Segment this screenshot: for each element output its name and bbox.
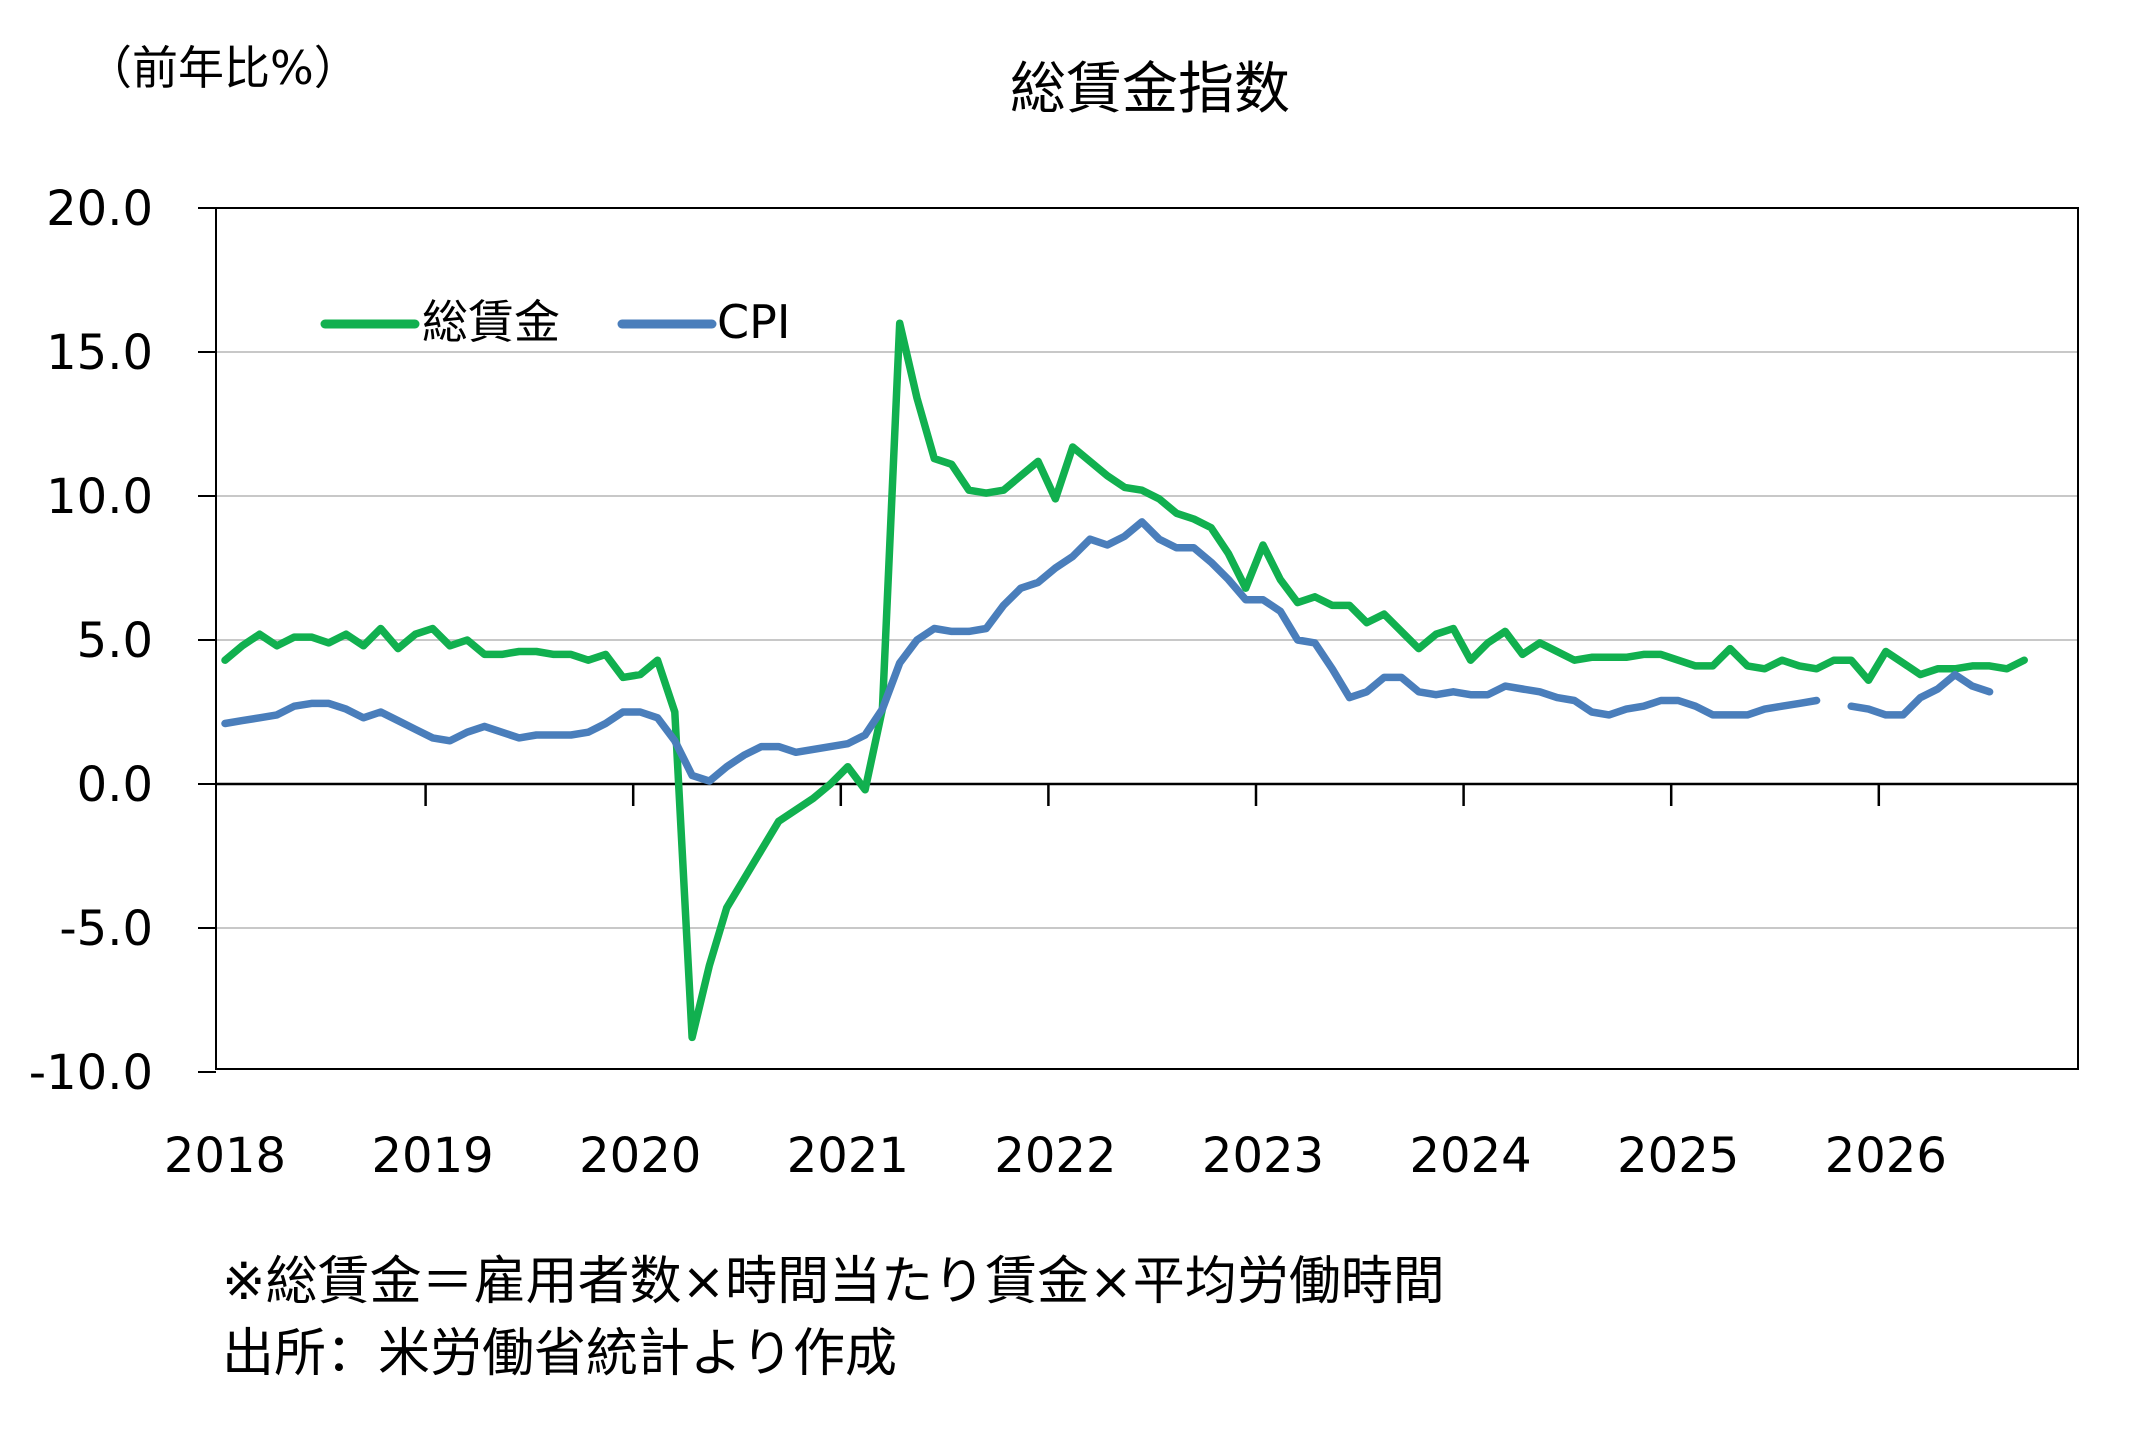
y-tick-label: 5.0	[77, 613, 153, 669]
gridlines	[216, 351, 2078, 929]
x-tick-label: 2019	[372, 1128, 494, 1184]
y-tick-label: -5.0	[59, 901, 153, 957]
x-tick-label: 2026	[1825, 1128, 1947, 1184]
x-tick-label: 2024	[1410, 1128, 1532, 1184]
x-tick-label: 2023	[1202, 1128, 1324, 1184]
footnote-source: 出所：米労働省統計より作成	[222, 1324, 897, 1384]
legend: 総賃金 CPI	[320, 295, 790, 349]
series-line-wage	[221, 319, 2028, 1042]
series-line-cpi	[221, 518, 1994, 785]
x-tick-label: 2022	[994, 1128, 1116, 1184]
x-tick-label: 2021	[787, 1128, 909, 1184]
x-tick-label: 2025	[1617, 1128, 1739, 1184]
y-axis-unit: （前年比%）	[86, 41, 360, 95]
y-tick-label: 0.0	[77, 757, 153, 813]
y-tick-label: 15.0	[46, 325, 153, 381]
series-lines	[221, 319, 2028, 1042]
legend-label-wage: 総賃金	[422, 295, 560, 349]
y-tick-labels: 20.0 15.0 10.0 5.0 0.0 -5.0 -10.0	[29, 181, 216, 1101]
legend-label-cpi: CPI	[717, 295, 790, 349]
y-tick-label: 20.0	[46, 181, 153, 237]
chart-title: 総賃金指数	[1010, 57, 1290, 122]
y-tick-label: 10.0	[46, 469, 153, 525]
footnote-definition: ※総賃金＝雇用者数×時間当たり賃金×平均労働時間	[222, 1252, 1445, 1312]
x-tick-label: 2018	[164, 1128, 286, 1184]
plot-area-frame	[215, 207, 2079, 1070]
x-tick-labels: 2018 2019 2020 2021 2022 2023 2024 2025 2026	[164, 784, 1947, 1184]
y-tick-label: -10.0	[29, 1045, 153, 1101]
x-tick-label: 2020	[579, 1128, 701, 1184]
